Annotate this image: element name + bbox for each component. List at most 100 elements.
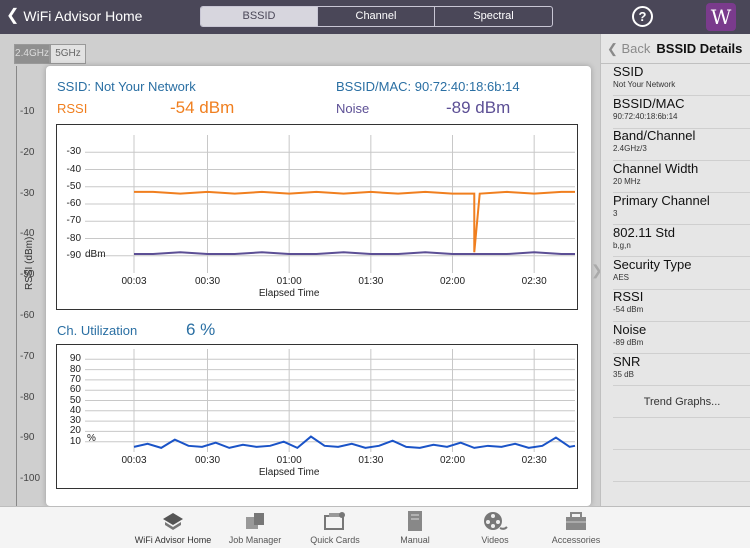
y-tick-label: 60 <box>69 384 81 396</box>
background-y-label: RSSI (dBm) <box>24 236 35 290</box>
band-tab-2-4ghz[interactable]: 2.4GHz <box>14 44 50 64</box>
y-tick-label: 20 <box>69 425 81 437</box>
bottom-tab-bar: WiFi Advisor Home Job Manager Quick Card… <box>0 506 750 548</box>
view-segmented-control: BSSID Channel Spectral <box>200 6 553 27</box>
y-tick-label: 30 <box>69 415 81 427</box>
detail-value: 35 dB <box>613 369 634 379</box>
details-back-label: Back <box>621 40 651 56</box>
y-tick-label: -70 <box>66 215 81 227</box>
background-y-tick: -50 <box>20 269 35 281</box>
ssid-text: SSID: Not Your Network <box>57 79 196 94</box>
series-line <box>133 435 576 450</box>
y-tick-label: -60 <box>66 198 81 209</box>
empty-row <box>613 418 750 450</box>
rssi-noise-chart: -30 -40 -50 -60 -70 -80 -90 00:03 00:30 01:00 01:3… <box>56 124 578 310</box>
chart-svg <box>85 349 576 452</box>
y-tick-label: -40 <box>66 163 81 175</box>
detail-row: Channel Width 20 MHz <box>613 161 750 193</box>
empty-row <box>613 450 750 482</box>
y-unit-label: % <box>87 433 96 444</box>
tab-manual[interactable]: Manual <box>374 510 456 545</box>
background-y-tick: -30 <box>20 187 35 199</box>
detail-label: Primary Channel <box>613 192 710 208</box>
bssid-text: BSSID/MAC: 90:72:40:18:6b:14 <box>336 79 520 94</box>
y-tick-label: -90 <box>66 249 81 261</box>
background-y-tick: -20 <box>20 146 35 158</box>
manual-icon <box>374 510 456 532</box>
background-y-tick: -100 <box>20 473 41 485</box>
segment-channel[interactable]: Channel <box>318 7 435 26</box>
detail-row: Primary Channel 3 <box>613 192 750 226</box>
details-back-button[interactable]: ❮ Back <box>607 40 651 56</box>
detail-row: Security Type AES <box>613 257 750 290</box>
detail-value: 90:72:40:18:6b:14 <box>613 112 678 122</box>
detail-label: SNR <box>613 353 641 369</box>
detail-value: Not Your Network <box>613 80 676 89</box>
tab-wifi-advisor-home[interactable]: WiFi Advisor Home <box>132 510 214 545</box>
job-manager-icon <box>214 510 296 532</box>
y-tick-label: -50 <box>66 180 81 192</box>
tab-job-manager[interactable]: Job Manager <box>214 510 296 545</box>
background-plot <box>16 66 600 506</box>
help-icon[interactable]: ? <box>632 6 653 27</box>
detail-label: Channel Width <box>613 160 699 176</box>
detail-label: SSID <box>613 64 644 79</box>
detail-row: RSSI -54 dBm <box>613 289 750 322</box>
x-tick-label: 02:30 <box>521 276 547 287</box>
trend-graphs-link[interactable]: Trend Graphs... <box>613 386 750 418</box>
detail-value: 2.4GHz/3 <box>613 144 647 154</box>
home-icon <box>132 510 214 532</box>
y-tick-label: 80 <box>69 363 81 375</box>
tab-label: WiFi Advisor Home <box>134 535 212 545</box>
quick-cards-icon <box>294 510 376 532</box>
segment-bssid[interactable]: BSSID <box>201 7 318 26</box>
x-tick-label: 02:00 <box>439 276 466 287</box>
x-tick-label: 01:00 <box>276 276 302 287</box>
chart-svg <box>85 135 575 273</box>
y-tick-label: -80 <box>66 232 81 244</box>
bssid-details-panel: ❮ Back BSSID Details SSID Not Your Networ… <box>600 34 750 506</box>
tab-label: Videos <box>481 535 509 545</box>
band-tab-5ghz[interactable]: 5GHz <box>50 44 86 64</box>
detail-row: BSSID/MAC 90:72:40:18:6b:14 <box>613 96 750 129</box>
details-title: BSSID Details <box>656 41 743 56</box>
detail-value: -54 dBm <box>613 305 644 315</box>
series-line <box>134 251 575 256</box>
background-y-tick: -40 <box>20 228 35 240</box>
tab-videos[interactable]: Videos <box>454 510 536 545</box>
x-tick-label: 00:30 <box>194 276 221 287</box>
bssid-graph-popup: SSID: Not Your Network BSSID/MAC: 90:72:… <box>46 66 591 506</box>
y-unit-label: dBm <box>85 249 106 260</box>
detail-value: -89 dBm <box>613 337 644 347</box>
y-tick-label: 40 <box>69 404 81 416</box>
band-tabs: 2.4GHz 5GHz <box>14 44 86 64</box>
tab-label: Quick Cards <box>310 535 360 545</box>
x-tick-label: 01:00 <box>276 455 302 466</box>
tab-label: Accessories <box>551 535 601 545</box>
detail-label: Security Type <box>613 257 692 273</box>
background-y-tick: -10 <box>20 106 35 117</box>
y-tick-label: 50 <box>69 394 81 406</box>
tab-label: Job Manager <box>228 535 282 545</box>
utilization-value: 6 % <box>186 320 216 339</box>
segment-spectral[interactable]: Spectral <box>473 10 514 22</box>
x-tick-label: 02:00 <box>439 455 466 466</box>
x-tick-label: 01:30 <box>358 455 384 466</box>
accessories-icon <box>535 510 617 532</box>
x-axis-label: Elapsed Time <box>258 288 320 299</box>
rssi-value: -54 dBm <box>170 98 235 117</box>
back-home-button[interactable]: ❮ WiFi Advisor Home <box>6 8 142 25</box>
noise-value: -89 dBm <box>446 98 511 117</box>
background-y-tick: -60 <box>20 310 35 321</box>
x-tick-label: 01:30 <box>358 276 384 287</box>
tab-quick-cards[interactable]: Quick Cards <box>294 510 376 545</box>
chevron-right-icon: ❯ <box>591 262 603 278</box>
videos-icon <box>454 510 536 532</box>
detail-label: 802.11 Std <box>613 225 675 240</box>
tab-accessories[interactable]: Accessories <box>535 510 617 545</box>
detail-label: Band/Channel <box>613 128 696 144</box>
detail-row: Noise -89 dBm <box>613 322 750 354</box>
y-tick-label: 90 <box>69 353 81 365</box>
detail-value: AES <box>613 273 630 283</box>
detail-value: 3 <box>613 208 618 218</box>
